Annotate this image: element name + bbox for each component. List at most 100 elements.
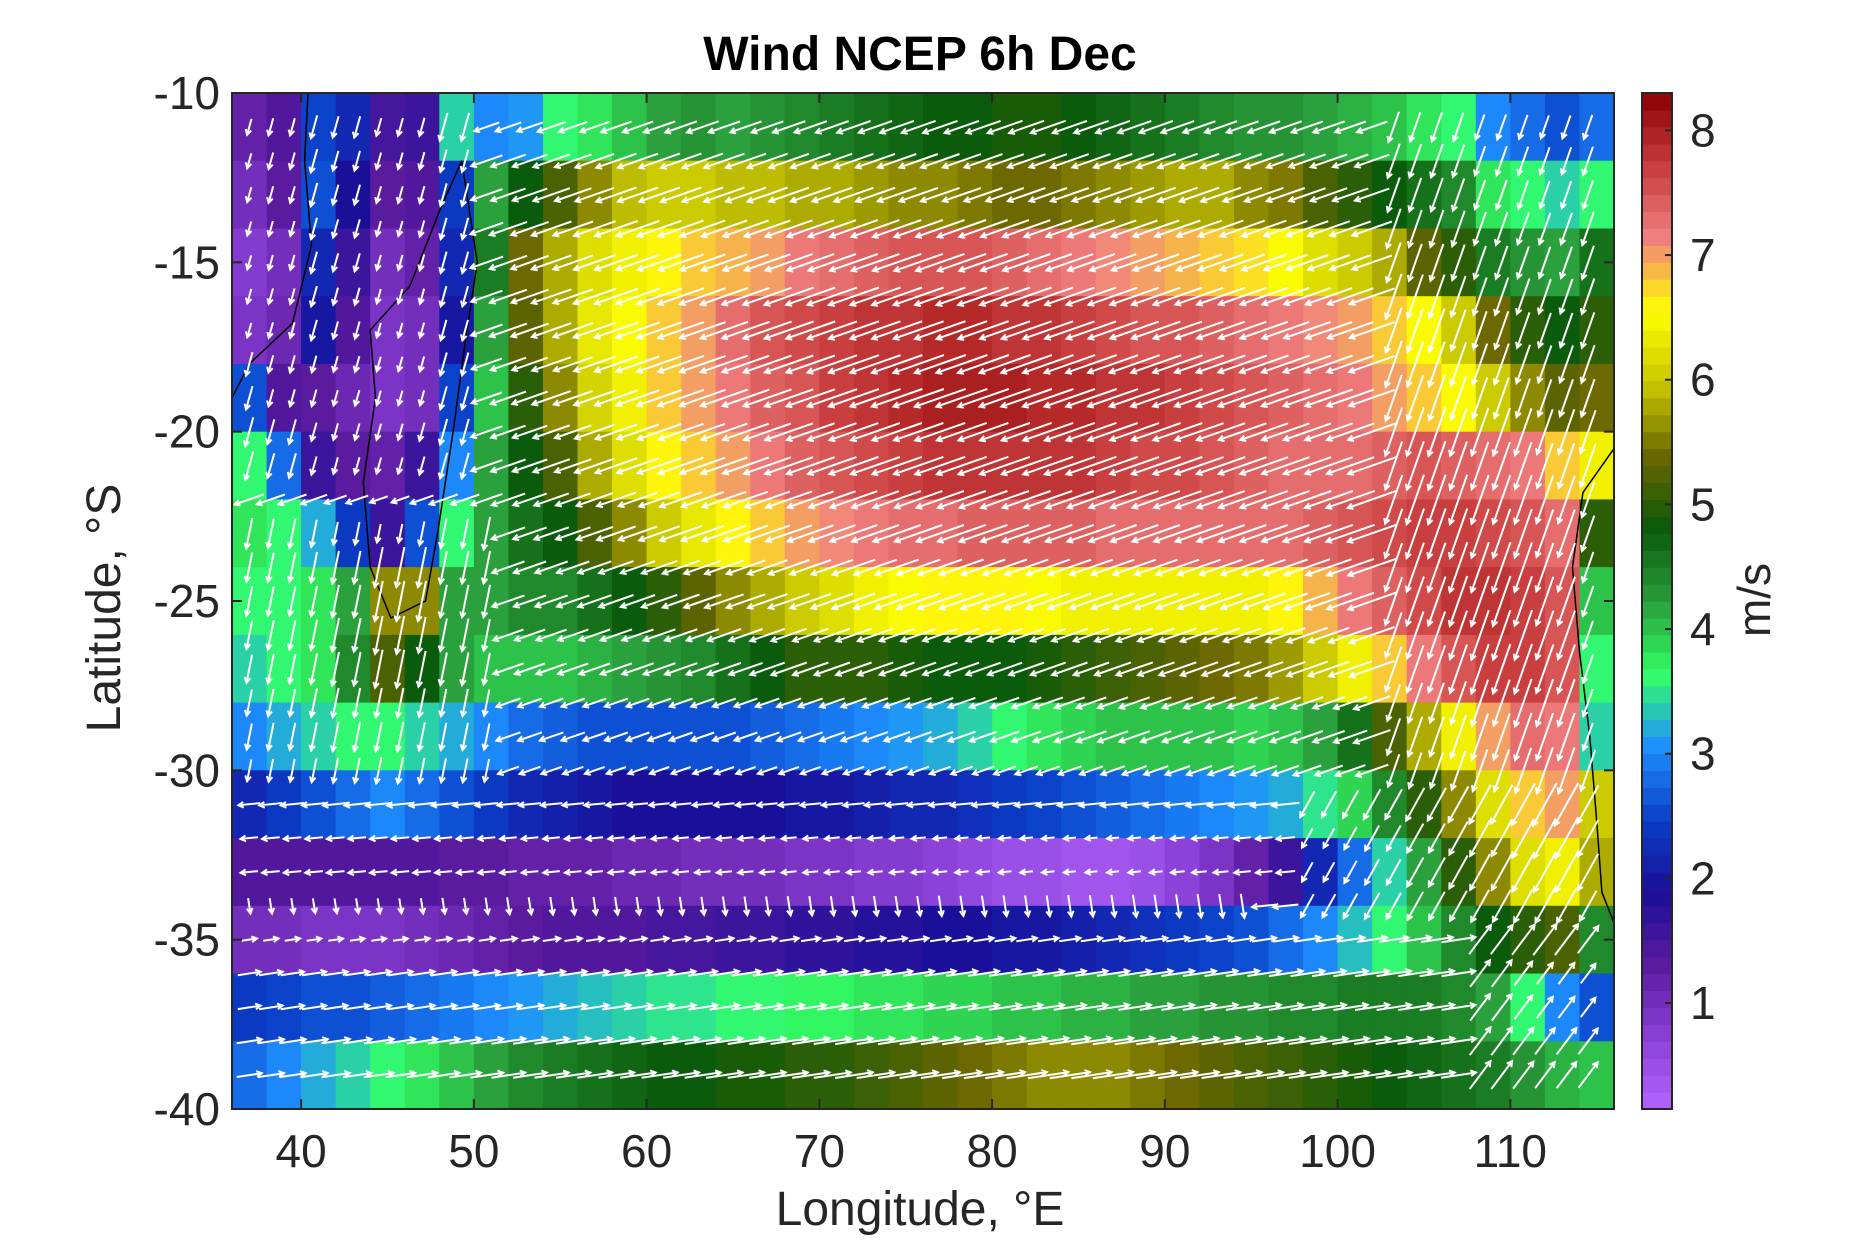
x-tick-label: 70 bbox=[794, 1125, 845, 1177]
wind-arrow bbox=[978, 421, 1031, 443]
wind-arrow bbox=[749, 120, 784, 135]
wind-arrow bbox=[331, 355, 339, 374]
wind-arrow bbox=[680, 152, 724, 170]
wind-arrow bbox=[241, 935, 259, 943]
heatmap-cell bbox=[646, 634, 682, 704]
wind-arrow bbox=[1511, 852, 1535, 894]
wind-arrow bbox=[1537, 246, 1552, 281]
wind-arrow bbox=[678, 896, 686, 917]
wind-arrow bbox=[618, 594, 656, 609]
wind-arrow bbox=[1328, 254, 1372, 272]
wind-arrow bbox=[489, 187, 526, 203]
wind-arrow bbox=[529, 254, 572, 272]
wind-arrow bbox=[646, 731, 672, 743]
wind-arrow bbox=[1559, 146, 1573, 177]
wind-arrow bbox=[1469, 508, 1490, 560]
wind-arrow bbox=[1306, 626, 1350, 644]
wind-arrow bbox=[1515, 312, 1531, 350]
wind-arrow bbox=[1354, 1035, 1393, 1045]
wind-arrow bbox=[308, 217, 318, 242]
wind-arrow bbox=[1581, 180, 1594, 211]
wind-arrow bbox=[706, 120, 741, 135]
wind-arrow bbox=[702, 186, 745, 204]
colorbar-swatch bbox=[1642, 601, 1672, 619]
y-tick-label: -35 bbox=[154, 914, 220, 966]
wind-arrow bbox=[1468, 1059, 1492, 1090]
x-axis-ticks: 40 50 60 70 80 90 100 110 bbox=[276, 93, 1547, 1177]
wind-arrow bbox=[869, 354, 923, 375]
wind-arrow bbox=[389, 495, 410, 505]
wind-arrow bbox=[602, 697, 629, 709]
wind-arrow bbox=[533, 560, 569, 575]
wind-arrow bbox=[1007, 661, 1045, 677]
wind-arrow bbox=[427, 1035, 462, 1045]
wind-arrow bbox=[417, 151, 426, 172]
wind-arrow bbox=[1493, 310, 1510, 351]
wind-arrow bbox=[1147, 834, 1163, 842]
wind-arrow bbox=[1448, 407, 1468, 458]
colorbar-swatch bbox=[1642, 990, 1672, 1008]
wind-arrow bbox=[964, 627, 1001, 643]
wind-arrow bbox=[478, 935, 498, 943]
wind-arrow bbox=[494, 968, 524, 977]
wind-arrow bbox=[266, 355, 275, 375]
wind-arrow bbox=[595, 525, 636, 542]
wind-arrow bbox=[1514, 344, 1531, 386]
heatmap-cell bbox=[1337, 228, 1373, 297]
colorbar-swatch bbox=[1642, 871, 1672, 890]
wind-arrow bbox=[1053, 1001, 1088, 1011]
wind-arrow bbox=[509, 254, 550, 271]
wind-arrow bbox=[1290, 967, 1327, 978]
wind-arrow bbox=[1242, 153, 1284, 170]
wind-arrow bbox=[308, 285, 318, 309]
wind-arrow bbox=[1405, 308, 1424, 354]
wind-arrow bbox=[469, 323, 503, 338]
wind-arrow bbox=[1136, 1035, 1179, 1046]
wind-arrow bbox=[1264, 187, 1306, 204]
wind-arrow bbox=[1091, 153, 1133, 170]
wind-arrow bbox=[437, 618, 448, 654]
wind-arrow bbox=[1333, 1001, 1370, 1011]
wind-arrow bbox=[487, 254, 528, 271]
wind-arrow bbox=[1059, 935, 1083, 943]
wind-arrow bbox=[1216, 456, 1267, 476]
wind-arrow bbox=[999, 354, 1053, 375]
wind-arrow bbox=[323, 1002, 350, 1011]
wind-arrow bbox=[639, 559, 678, 576]
wind-arrow bbox=[308, 182, 319, 209]
wind-arrow bbox=[1173, 354, 1225, 375]
wind-arrow bbox=[245, 221, 253, 238]
wind-arrow bbox=[1581, 688, 1594, 719]
wind-arrow bbox=[985, 119, 1023, 135]
coastline-australia bbox=[1571, 448, 1615, 923]
wind-arrow bbox=[784, 388, 836, 409]
wind-arrow bbox=[1320, 790, 1337, 819]
wind-arrow bbox=[1376, 967, 1413, 978]
wind-arrow bbox=[1184, 801, 1213, 809]
wind-arrow bbox=[734, 766, 756, 776]
wind-arrow bbox=[352, 355, 361, 374]
wind-arrow bbox=[416, 757, 426, 785]
heatmap-cell bbox=[681, 567, 717, 636]
wind-arrow bbox=[265, 653, 275, 686]
wind-arrow bbox=[1093, 627, 1132, 644]
heatmap-cell bbox=[1199, 363, 1235, 433]
wind-arrow bbox=[953, 868, 969, 876]
y-tick-label: -25 bbox=[154, 575, 220, 627]
wind-arrow bbox=[614, 220, 660, 238]
wind-arrow bbox=[1347, 321, 1395, 340]
wind-arrow bbox=[989, 1002, 1023, 1011]
heatmap-cell bbox=[266, 93, 302, 162]
chart-title: Wind NCEP 6h Dec bbox=[703, 28, 1136, 81]
wind-arrow bbox=[1027, 1035, 1071, 1046]
wind-arrow bbox=[288, 288, 296, 306]
wind-arrow bbox=[1536, 278, 1552, 316]
wind-arrow bbox=[352, 287, 361, 307]
wind-arrow bbox=[238, 834, 259, 843]
wind-arrow bbox=[1021, 388, 1074, 409]
colorbar-tick-label: 7 bbox=[1690, 229, 1716, 281]
wind-arrow bbox=[1383, 273, 1403, 321]
wind-arrow bbox=[875, 186, 917, 204]
wind-arrow bbox=[1469, 609, 1490, 662]
